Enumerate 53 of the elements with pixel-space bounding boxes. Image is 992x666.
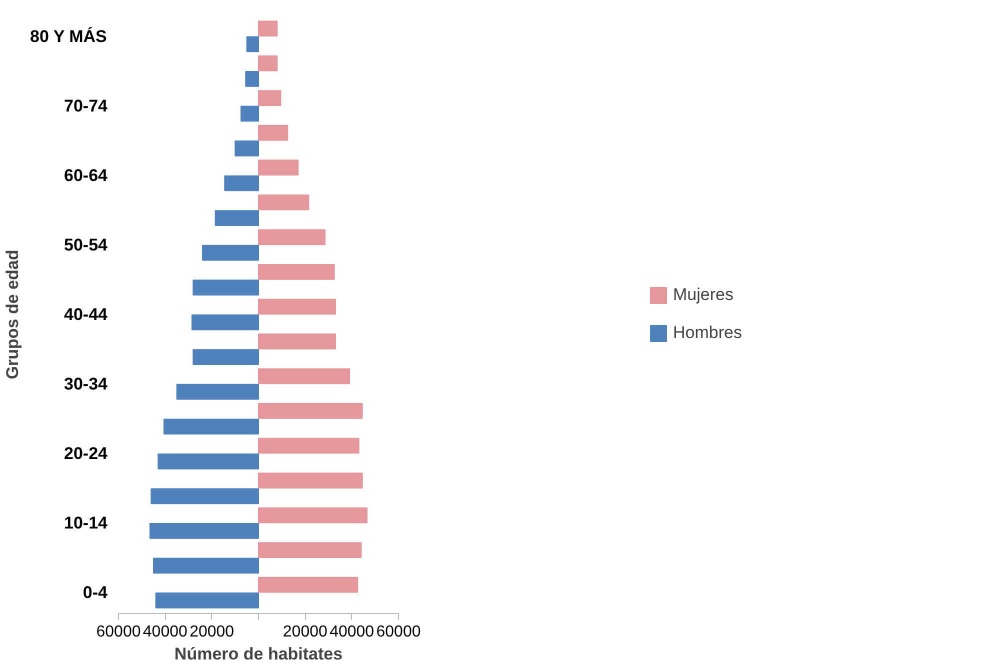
bar	[258, 403, 363, 419]
x-tick-label: 20000	[282, 624, 328, 640]
bar	[192, 280, 259, 296]
bar	[202, 244, 259, 261]
x-axis-title: Número de habitates	[174, 644, 343, 664]
y-tick-label: 20-24	[64, 444, 108, 464]
x-tick-label: 40000	[142, 624, 188, 640]
y-tick-label: 60-64	[64, 166, 108, 185]
bar	[258, 264, 335, 280]
bar	[258, 507, 368, 524]
bar	[150, 522, 259, 539]
bar	[155, 592, 259, 608]
bar	[192, 349, 259, 366]
bar	[258, 472, 363, 488]
bar	[192, 314, 259, 330]
bar	[258, 438, 360, 454]
y-tick-label: 30-34	[64, 374, 108, 394]
bar	[258, 90, 282, 106]
bar	[258, 368, 350, 384]
bar	[224, 175, 259, 192]
bar	[258, 160, 299, 176]
bar	[258, 124, 288, 141]
bar	[158, 453, 259, 470]
bar	[258, 334, 336, 350]
x-tick-label: 20000	[190, 624, 234, 640]
x-tick-label: 60000	[376, 624, 421, 640]
bar	[240, 106, 259, 122]
legend-label: Mujeres	[673, 285, 734, 305]
y-tick-label: 50-54	[64, 235, 108, 254]
bar	[214, 210, 259, 226]
y-tick-label: 70-74	[64, 96, 108, 116]
bar	[164, 418, 259, 435]
legend-label: Hombres	[673, 323, 742, 343]
y-tick-label: 10-14	[64, 514, 108, 533]
bar	[258, 542, 362, 558]
y-tick-label: 0-4	[82, 583, 108, 602]
y-tick-label: 80 Y MÁS	[30, 26, 107, 46]
bar	[150, 488, 259, 504]
bar	[153, 558, 259, 574]
bar	[245, 71, 259, 87]
bar	[234, 140, 259, 156]
bar	[258, 55, 278, 72]
bar	[258, 298, 336, 315]
y-axis-title: Grupos de edad	[3, 250, 22, 380]
x-tick-label: 60000	[96, 624, 141, 640]
bar	[258, 20, 278, 36]
bar	[258, 194, 310, 210]
x-tick-label: 40000	[330, 624, 374, 640]
bar	[246, 36, 259, 52]
bar	[258, 229, 326, 246]
bar	[176, 384, 259, 400]
y-tick-label: 40-44	[64, 305, 108, 324]
bar	[258, 576, 358, 593]
